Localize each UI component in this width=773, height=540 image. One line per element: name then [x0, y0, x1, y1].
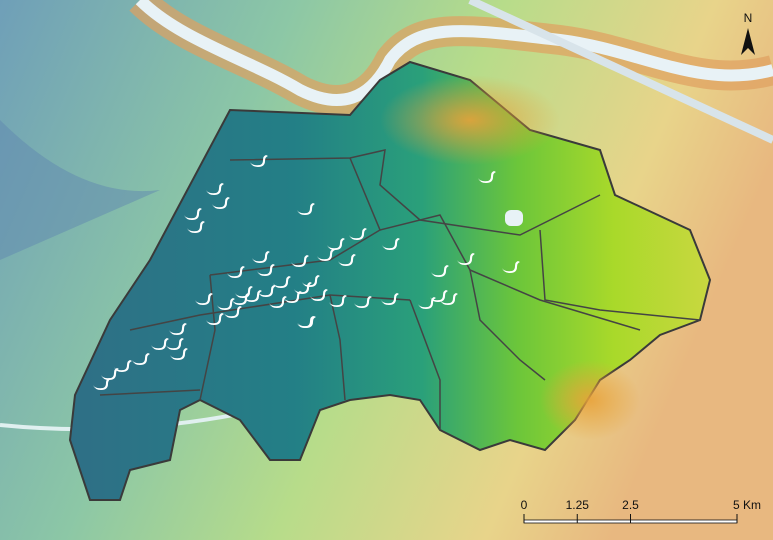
swan-sightings — [93, 155, 520, 390]
swan — [310, 289, 328, 301]
low-area — [0, 120, 160, 260]
swan — [502, 261, 520, 273]
swan — [284, 291, 302, 303]
canal — [468, 0, 773, 144]
scale-label: 0 — [521, 498, 528, 512]
swan — [317, 249, 335, 261]
swan — [93, 378, 111, 390]
swan — [430, 290, 448, 302]
swan — [297, 203, 315, 215]
swan — [206, 183, 224, 195]
swan — [252, 251, 270, 263]
swan — [101, 368, 119, 380]
swan — [338, 254, 356, 266]
lake — [505, 210, 523, 226]
swan — [184, 208, 202, 220]
swan — [302, 275, 320, 287]
north-label: N — [744, 11, 753, 25]
swan — [227, 266, 245, 278]
north-arrow-icon — [741, 28, 755, 55]
scale-label: 2.5 — [622, 498, 639, 512]
swan — [381, 293, 399, 305]
swan — [151, 338, 169, 350]
swan — [132, 353, 150, 365]
swan — [329, 295, 347, 307]
swan — [206, 313, 224, 325]
swan — [224, 306, 242, 318]
swan — [457, 253, 475, 265]
swan — [212, 197, 230, 209]
swan — [170, 348, 188, 360]
swan — [297, 316, 315, 328]
north-arrow: N — [741, 11, 755, 55]
swan — [187, 221, 205, 233]
river — [135, 0, 773, 106]
scale-label: 5 Km — [733, 498, 761, 512]
swan — [382, 238, 400, 250]
swan — [431, 265, 449, 277]
scale-label: 1.25 — [566, 498, 590, 512]
high-ground — [380, 75, 560, 165]
swan — [166, 338, 184, 350]
swan — [235, 286, 253, 298]
swan — [269, 296, 287, 308]
swan — [349, 228, 367, 240]
swan — [169, 323, 187, 335]
swan — [273, 276, 291, 288]
swan — [195, 293, 213, 305]
scale-bar: 0 1.25 2.5 5 Km — [521, 498, 761, 524]
swan — [114, 360, 132, 372]
swan — [294, 282, 312, 294]
swan — [258, 285, 276, 297]
swan — [217, 298, 235, 310]
swan — [232, 293, 250, 305]
swan — [418, 297, 436, 309]
high-ground — [540, 360, 640, 440]
swan — [327, 238, 345, 250]
swan — [440, 293, 458, 305]
swan — [257, 264, 275, 276]
swan — [244, 290, 262, 302]
swan — [291, 255, 309, 267]
swan — [250, 155, 268, 167]
swan — [478, 171, 496, 183]
swan — [354, 296, 372, 308]
